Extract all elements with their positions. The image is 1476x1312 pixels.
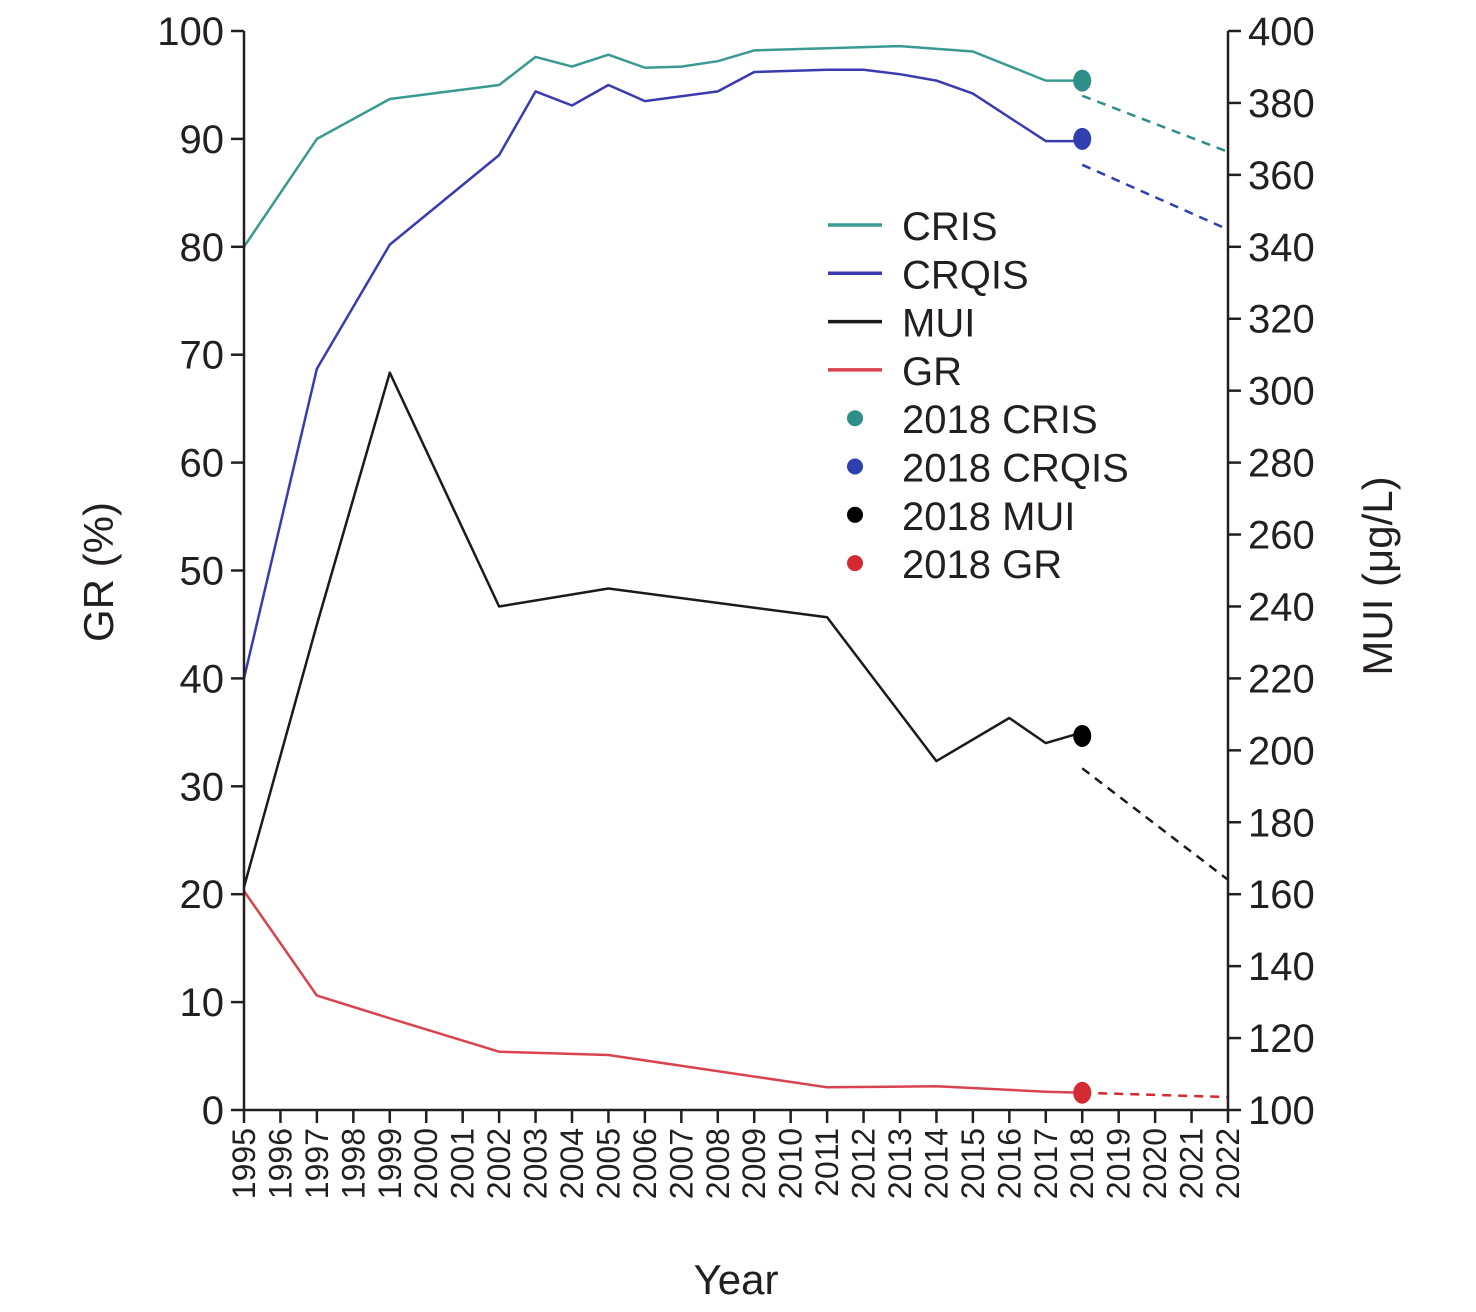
right-y-tick-label: 280 [1248,442,1315,486]
right-y-tick-label: 140 [1248,945,1315,989]
series-line-cris [242,44,1083,248]
projection-line-cris [1081,94,1229,154]
right-y-tick-label: 100 [1248,1089,1315,1133]
x-tick-label: 2010 [773,1128,809,1199]
x-tick-label: 1999 [372,1128,408,1199]
left-y-tick-label: 30 [180,765,225,809]
left-y-tick-label: 70 [180,334,225,378]
x-tick-label: 2004 [554,1128,590,1199]
legend-label-2018-cris: 2018 CRIS [902,398,1098,442]
x-tick-label: 2002 [481,1128,517,1199]
x-tick-label: 2011 [809,1128,845,1197]
right-y-tick-label: 360 [1248,154,1315,198]
legend-marker-2018-gr [847,555,863,572]
y-axis-right-title: MUI (μg/L) [1354,476,1401,675]
legend-label-2018-gr: 2018 GR [902,543,1062,587]
left-y-tick-label: 80 [180,226,225,270]
right-y-tick-label: 200 [1248,729,1315,773]
x-tick-label: 2018 [1064,1128,1100,1199]
x-axis-title: Year [694,1256,779,1303]
right-y-tick-label: 340 [1248,226,1315,270]
left-y-tick-label: 90 [180,118,225,162]
x-tick-label: 2019 [1101,1128,1137,1199]
right-y-tick-label: 300 [1248,370,1315,414]
axes-layer [242,31,1230,1112]
x-tick-label: 2013 [882,1128,918,1199]
x-tick-label: 2005 [590,1128,626,1199]
point-2018-mui [1073,724,1092,747]
left-y-tick-label: 10 [180,981,225,1025]
x-tick-label: 2003 [518,1128,554,1199]
left-y-ticks: 0 10 20 30 40 50 60 70 80 90 100 [157,10,244,1133]
legend-label-2018-crqis: 2018 CRQIS [902,447,1129,491]
right-y-ticks: 100 120 140 160 180 200 220 240 260 280 300 320 340 3… [1228,10,1315,1133]
x-tick-label: 2009 [736,1128,772,1199]
point-2018-cris [1073,69,1092,92]
legend-label-2018-mui: 2018 MUI [902,495,1075,539]
series-line-crqis [242,68,1083,679]
x-tick-label: 2014 [918,1128,954,1199]
legend-marker-2018-cris [847,410,863,427]
legend-label-crqis: CRQIS [902,253,1029,297]
series-line-gr [242,890,1083,1094]
left-y-tick-label: 60 [180,442,225,486]
x-tick-label: 2007 [663,1128,699,1199]
left-y-tick-label: 100 [157,10,224,54]
right-y-tick-label: 400 [1248,10,1315,54]
x-tick-label: 1997 [299,1128,335,1199]
y-axis-left-title: GR (%) [75,502,122,642]
projection-line-mui [1081,767,1229,881]
x-tick-label: 2012 [846,1128,882,1199]
left-y-tick-label: 40 [180,657,225,701]
lines-layer [242,44,1083,1094]
left-y-tick-label: 20 [180,873,225,917]
point-2018-gr [1073,1081,1092,1104]
projection-line-gr [1082,1091,1229,1099]
legend-label-gr: GR [902,350,962,394]
series-line-mui [242,371,1083,888]
right-y-tick-label: 320 [1248,298,1315,342]
x-ticks: 1995 1996 1997 1998 1999 2000 2001 2002 2003 2004… [226,1110,1246,1199]
x-tick-label: 2020 [1137,1128,1173,1199]
x-tick-label: 1995 [226,1128,262,1199]
legend-label-cris: CRIS [902,205,998,249]
x-tick-label: 2001 [445,1128,481,1199]
x-tick-label: 2008 [700,1128,736,1199]
right-y-tick-label: 220 [1248,657,1315,701]
right-y-tick-label: 120 [1248,1017,1315,1061]
legend-label-mui: MUI [902,302,975,346]
projection-line-crqis [1081,163,1229,231]
point-2018-crqis [1073,127,1092,150]
x-tick-label: 2015 [955,1128,991,1199]
x-tick-label: 2017 [1028,1128,1064,1199]
points-layer [1073,69,1092,1104]
legend-marker-2018-crqis [847,458,863,475]
right-y-tick-label: 380 [1248,82,1315,126]
x-tick-label: 2016 [991,1128,1027,1199]
x-tick-label: 2022 [1210,1128,1246,1199]
right-y-tick-label: 180 [1248,801,1315,845]
left-y-tick-label: 0 [202,1089,224,1133]
x-tick-label: 1996 [262,1128,298,1199]
right-y-tick-label: 160 [1248,873,1315,917]
legend-marker-2018-mui [847,506,863,523]
right-y-tick-label: 240 [1248,585,1315,629]
x-tick-label: 2006 [627,1128,663,1199]
x-tick-label: 2000 [408,1128,444,1199]
left-y-tick-label: 50 [180,550,225,594]
right-y-tick-label: 260 [1248,514,1315,558]
x-tick-label: 1998 [335,1128,371,1199]
projections-layer [1081,94,1229,1099]
x-tick-label: 2021 [1174,1128,1210,1199]
